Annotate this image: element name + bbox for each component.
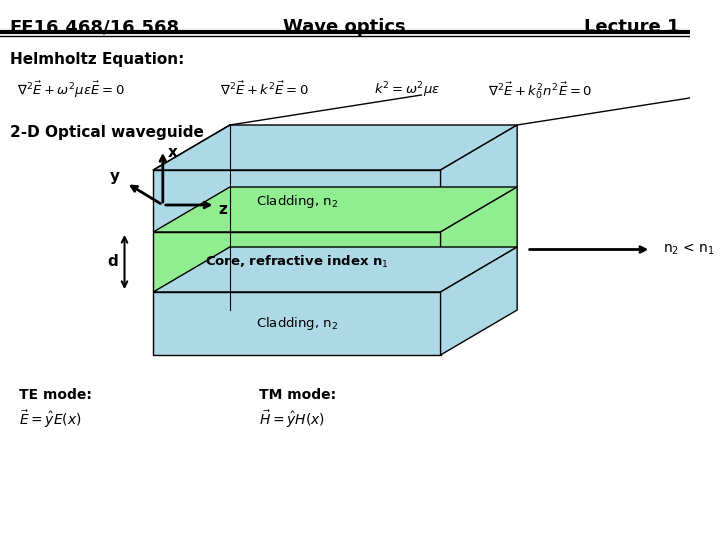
- Text: 2-D Optical waveguide: 2-D Optical waveguide: [9, 125, 204, 140]
- Text: $\nabla^2\vec{E} + k^2\vec{E} = 0$: $\nabla^2\vec{E} + k^2\vec{E} = 0$: [220, 80, 310, 97]
- Text: Lecture 1: Lecture 1: [585, 18, 680, 36]
- Text: Helmholtz Equation:: Helmholtz Equation:: [9, 52, 184, 67]
- Polygon shape: [441, 247, 517, 355]
- Text: Core, refractive index n$_1$: Core, refractive index n$_1$: [205, 254, 389, 270]
- Text: TM mode:: TM mode:: [258, 388, 336, 402]
- Text: Cladding, n$_2$: Cladding, n$_2$: [256, 192, 338, 210]
- Polygon shape: [153, 125, 517, 170]
- Text: TE mode:: TE mode:: [19, 388, 92, 402]
- Polygon shape: [153, 292, 441, 355]
- Text: Cladding, n$_2$: Cladding, n$_2$: [256, 315, 338, 332]
- Text: d: d: [107, 254, 118, 269]
- Text: z: z: [218, 201, 228, 217]
- Text: n$_2$ < n$_1$: n$_2$ < n$_1$: [662, 242, 715, 257]
- Polygon shape: [441, 187, 517, 292]
- Text: $\nabla^2\vec{E} + \omega^2\mu\varepsilon\vec{E} = 0$: $\nabla^2\vec{E} + \omega^2\mu\varepsilo…: [17, 80, 125, 100]
- Text: $k^2 = \omega^2\mu\varepsilon$: $k^2 = \omega^2\mu\varepsilon$: [374, 80, 440, 99]
- Text: EE16.468/16.568: EE16.468/16.568: [9, 18, 180, 36]
- Text: $\vec{H} = \hat{y}H(x)$: $\vec{H} = \hat{y}H(x)$: [258, 408, 325, 430]
- Text: $\vec{E} = \hat{y}E(x)$: $\vec{E} = \hat{y}E(x)$: [19, 408, 82, 430]
- Polygon shape: [441, 125, 517, 232]
- Text: Wave optics: Wave optics: [284, 18, 406, 36]
- Polygon shape: [153, 232, 441, 292]
- Text: x: x: [168, 145, 177, 160]
- Text: $\nabla^2\vec{E} + k_0^2 n^2\vec{E} = 0$: $\nabla^2\vec{E} + k_0^2 n^2\vec{E} = 0$: [488, 80, 593, 101]
- Polygon shape: [153, 187, 517, 232]
- Text: y: y: [110, 170, 120, 185]
- Polygon shape: [153, 247, 517, 292]
- Polygon shape: [153, 170, 441, 232]
